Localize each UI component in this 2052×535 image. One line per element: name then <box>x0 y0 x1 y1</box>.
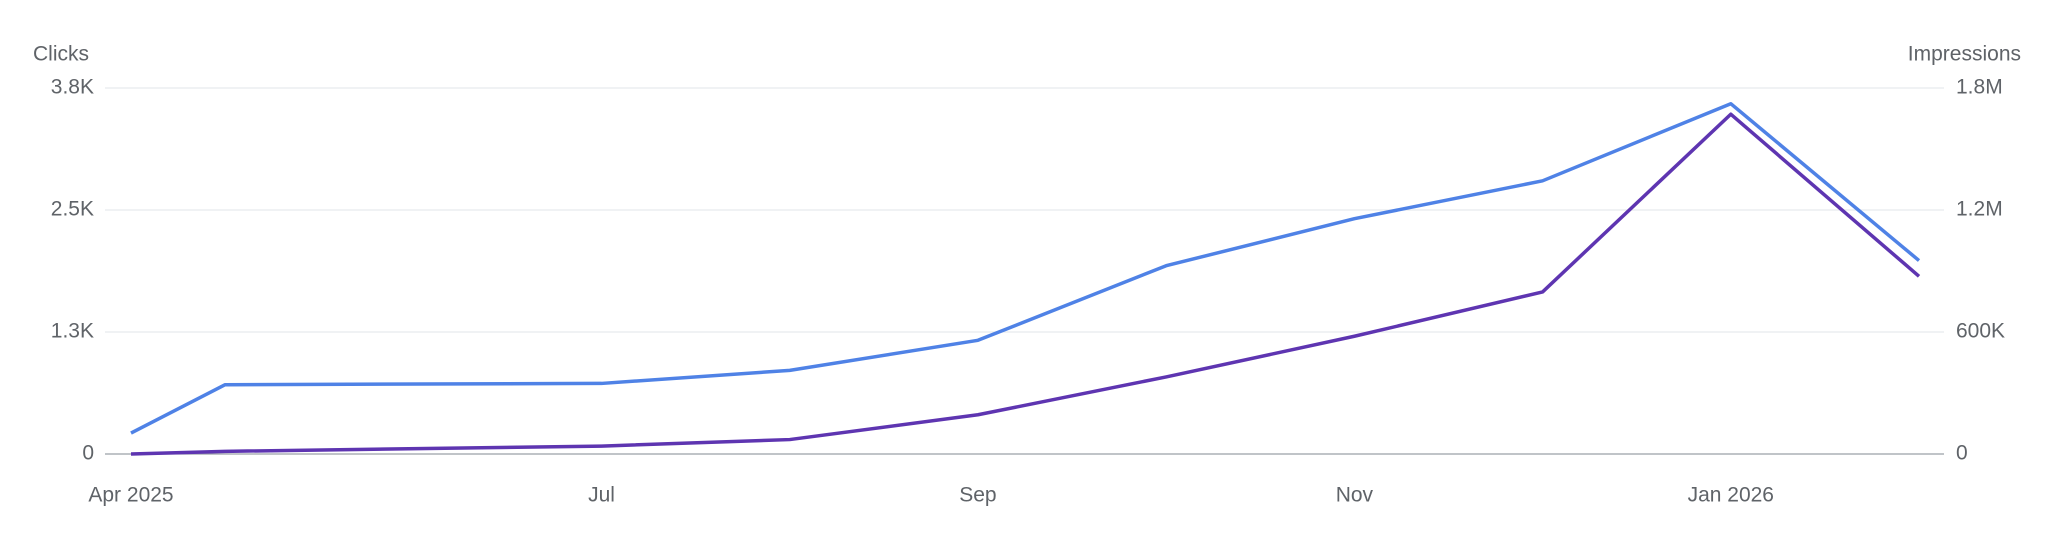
series-line <box>130 112 1921 456</box>
y2-tick-label: 0 <box>1956 442 1968 465</box>
y-tick-label: 1.3K <box>51 320 94 343</box>
x-tick-label: Nov <box>1336 484 1374 507</box>
y2-axis-title: Impressions <box>1908 43 2021 66</box>
x-tick-label: Jul <box>588 484 615 507</box>
y-tick-label: 0 <box>82 442 94 465</box>
y2-tick-label: 1.2M <box>1956 198 2003 221</box>
x-tick-label: Apr 2025 <box>88 484 173 507</box>
x-tick-label: Jan 2026 <box>1688 484 1774 507</box>
x-tick-label: Sep <box>959 484 996 507</box>
series-line <box>130 101 1921 435</box>
y-tick-label: 2.5K <box>51 198 94 221</box>
y2-tick-label: 600K <box>1956 320 2005 343</box>
y-axis-title: Clicks <box>33 43 89 66</box>
y2-tick-label: 1.8M <box>1956 76 2003 99</box>
y-tick-label: 3.8K <box>51 76 94 99</box>
